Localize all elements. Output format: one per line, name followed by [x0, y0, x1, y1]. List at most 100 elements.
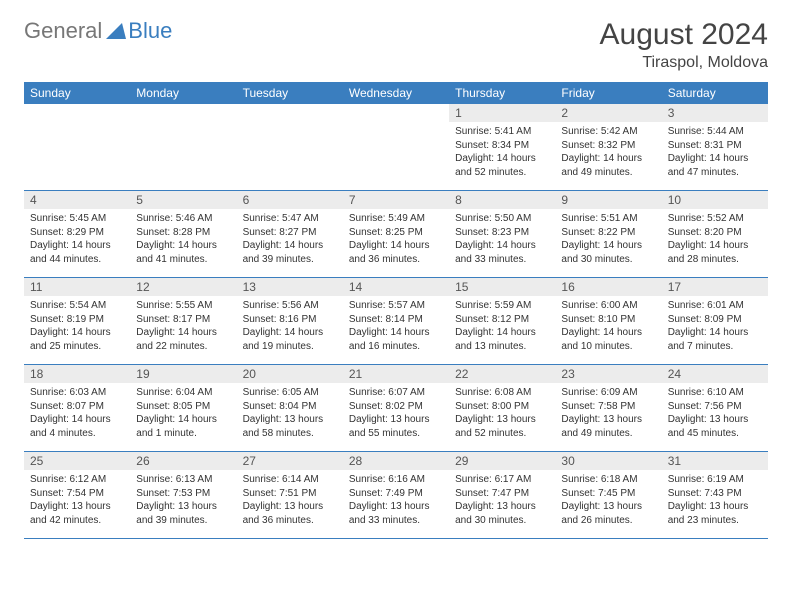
day-number: 13 — [237, 278, 343, 296]
day-number: 1 — [449, 104, 555, 122]
day-details: Sunrise: 6:16 AMSunset: 7:49 PMDaylight:… — [343, 470, 449, 531]
sunset-line: Sunset: 8:20 PM — [668, 226, 762, 240]
daylight-line: Daylight: 13 hours and 33 minutes. — [349, 500, 443, 527]
calendar-week: 18Sunrise: 6:03 AMSunset: 8:07 PMDayligh… — [24, 365, 768, 452]
calendar-cell — [130, 104, 236, 191]
day-details: Sunrise: 5:46 AMSunset: 8:28 PMDaylight:… — [130, 209, 236, 270]
sunset-line: Sunset: 8:32 PM — [561, 139, 655, 153]
day-number: 19 — [130, 365, 236, 383]
day-details: Sunrise: 6:09 AMSunset: 7:58 PMDaylight:… — [555, 383, 661, 444]
sunrise-line: Sunrise: 5:46 AM — [136, 212, 230, 226]
sunset-line: Sunset: 8:27 PM — [243, 226, 337, 240]
daylight-line: Daylight: 14 hours and 44 minutes. — [30, 239, 124, 266]
calendar-week: 4Sunrise: 5:45 AMSunset: 8:29 PMDaylight… — [24, 191, 768, 278]
sunrise-line: Sunrise: 6:04 AM — [136, 386, 230, 400]
daylight-line: Daylight: 13 hours and 26 minutes. — [561, 500, 655, 527]
brand-logo: General Blue — [24, 18, 172, 44]
day-number: 20 — [237, 365, 343, 383]
daylight-line: Daylight: 14 hours and 49 minutes. — [561, 152, 655, 179]
day-number: 24 — [662, 365, 768, 383]
sunrise-line: Sunrise: 6:19 AM — [668, 473, 762, 487]
day-details: Sunrise: 6:00 AMSunset: 8:10 PMDaylight:… — [555, 296, 661, 357]
day-details: Sunrise: 5:47 AMSunset: 8:27 PMDaylight:… — [237, 209, 343, 270]
daylight-line: Daylight: 13 hours and 23 minutes. — [668, 500, 762, 527]
day-number: 15 — [449, 278, 555, 296]
day-details: Sunrise: 6:10 AMSunset: 7:56 PMDaylight:… — [662, 383, 768, 444]
calendar-cell: 17Sunrise: 6:01 AMSunset: 8:09 PMDayligh… — [662, 278, 768, 365]
daylight-line: Daylight: 14 hours and 13 minutes. — [455, 326, 549, 353]
sunrise-line: Sunrise: 5:55 AM — [136, 299, 230, 313]
calendar-cell: 5Sunrise: 5:46 AMSunset: 8:28 PMDaylight… — [130, 191, 236, 278]
day-number: 3 — [662, 104, 768, 122]
sunrise-line: Sunrise: 6:08 AM — [455, 386, 549, 400]
calendar-cell: 24Sunrise: 6:10 AMSunset: 7:56 PMDayligh… — [662, 365, 768, 452]
sunrise-line: Sunrise: 5:49 AM — [349, 212, 443, 226]
day-number: 11 — [24, 278, 130, 296]
day-number: 25 — [24, 452, 130, 470]
day-details: Sunrise: 6:18 AMSunset: 7:45 PMDaylight:… — [555, 470, 661, 531]
sunset-line: Sunset: 8:14 PM — [349, 313, 443, 327]
calendar-cell: 30Sunrise: 6:18 AMSunset: 7:45 PMDayligh… — [555, 452, 661, 539]
calendar-cell: 1Sunrise: 5:41 AMSunset: 8:34 PMDaylight… — [449, 104, 555, 191]
calendar-cell: 28Sunrise: 6:16 AMSunset: 7:49 PMDayligh… — [343, 452, 449, 539]
sunset-line: Sunset: 7:53 PM — [136, 487, 230, 501]
brand-triangle-icon — [106, 21, 126, 42]
sunrise-line: Sunrise: 5:47 AM — [243, 212, 337, 226]
calendar-cell — [343, 104, 449, 191]
sunrise-line: Sunrise: 5:57 AM — [349, 299, 443, 313]
sunset-line: Sunset: 8:19 PM — [30, 313, 124, 327]
brand-blue: Blue — [128, 18, 172, 44]
day-header: Tuesday — [237, 82, 343, 104]
day-number: 12 — [130, 278, 236, 296]
calendar-week: 11Sunrise: 5:54 AMSunset: 8:19 PMDayligh… — [24, 278, 768, 365]
sunrise-line: Sunrise: 6:05 AM — [243, 386, 337, 400]
sunrise-line: Sunrise: 6:16 AM — [349, 473, 443, 487]
daylight-line: Daylight: 14 hours and 7 minutes. — [668, 326, 762, 353]
sunrise-line: Sunrise: 6:18 AM — [561, 473, 655, 487]
sunset-line: Sunset: 7:47 PM — [455, 487, 549, 501]
day-details: Sunrise: 6:01 AMSunset: 8:09 PMDaylight:… — [662, 296, 768, 357]
location: Tiraspol, Moldova — [600, 54, 768, 72]
day-number: 28 — [343, 452, 449, 470]
sunset-line: Sunset: 7:54 PM — [30, 487, 124, 501]
day-number: 2 — [555, 104, 661, 122]
daylight-line: Daylight: 13 hours and 39 minutes. — [136, 500, 230, 527]
daylight-line: Daylight: 14 hours and 1 minute. — [136, 413, 230, 440]
calendar-cell: 31Sunrise: 6:19 AMSunset: 7:43 PMDayligh… — [662, 452, 768, 539]
day-number: 26 — [130, 452, 236, 470]
day-details: Sunrise: 5:54 AMSunset: 8:19 PMDaylight:… — [24, 296, 130, 357]
day-details: Sunrise: 6:04 AMSunset: 8:05 PMDaylight:… — [130, 383, 236, 444]
day-details: Sunrise: 6:19 AMSunset: 7:43 PMDaylight:… — [662, 470, 768, 531]
daylight-line: Daylight: 14 hours and 47 minutes. — [668, 152, 762, 179]
sunrise-line: Sunrise: 6:09 AM — [561, 386, 655, 400]
daylight-line: Daylight: 14 hours and 16 minutes. — [349, 326, 443, 353]
day-header: Monday — [130, 82, 236, 104]
sunset-line: Sunset: 8:05 PM — [136, 400, 230, 414]
header: General Blue August 2024 Tiraspol, Moldo… — [24, 18, 768, 72]
calendar-cell: 25Sunrise: 6:12 AMSunset: 7:54 PMDayligh… — [24, 452, 130, 539]
calendar-cell: 12Sunrise: 5:55 AMSunset: 8:17 PMDayligh… — [130, 278, 236, 365]
sunset-line: Sunset: 7:51 PM — [243, 487, 337, 501]
calendar-cell: 8Sunrise: 5:50 AMSunset: 8:23 PMDaylight… — [449, 191, 555, 278]
daylight-line: Daylight: 14 hours and 36 minutes. — [349, 239, 443, 266]
sunset-line: Sunset: 8:23 PM — [455, 226, 549, 240]
sunrise-line: Sunrise: 5:50 AM — [455, 212, 549, 226]
calendar-cell: 10Sunrise: 5:52 AMSunset: 8:20 PMDayligh… — [662, 191, 768, 278]
sunset-line: Sunset: 8:16 PM — [243, 313, 337, 327]
sunset-line: Sunset: 7:49 PM — [349, 487, 443, 501]
day-details: Sunrise: 5:56 AMSunset: 8:16 PMDaylight:… — [237, 296, 343, 357]
calendar-cell: 6Sunrise: 5:47 AMSunset: 8:27 PMDaylight… — [237, 191, 343, 278]
sunset-line: Sunset: 7:45 PM — [561, 487, 655, 501]
sunset-line: Sunset: 8:09 PM — [668, 313, 762, 327]
sunrise-line: Sunrise: 6:03 AM — [30, 386, 124, 400]
day-number: 30 — [555, 452, 661, 470]
day-header: Saturday — [662, 82, 768, 104]
sunrise-line: Sunrise: 6:00 AM — [561, 299, 655, 313]
day-number: 10 — [662, 191, 768, 209]
sunrise-line: Sunrise: 5:44 AM — [668, 125, 762, 139]
title-block: August 2024 Tiraspol, Moldova — [600, 18, 768, 72]
day-number: 29 — [449, 452, 555, 470]
daylight-line: Daylight: 13 hours and 45 minutes. — [668, 413, 762, 440]
calendar-cell: 27Sunrise: 6:14 AMSunset: 7:51 PMDayligh… — [237, 452, 343, 539]
day-number: 16 — [555, 278, 661, 296]
